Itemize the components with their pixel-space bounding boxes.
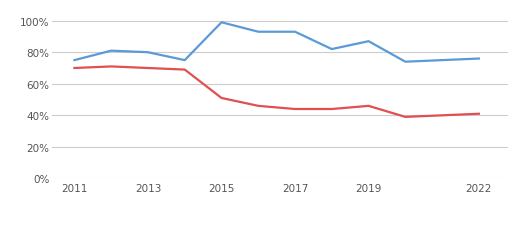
(SC) State Average — [71, 67, 78, 70]
Nation Ford High School — [108, 50, 114, 53]
(SC) State Average — [145, 67, 151, 70]
(SC) State Average — [182, 69, 188, 72]
Nation Ford High School — [145, 52, 151, 54]
Nation Ford High School — [71, 60, 78, 62]
Nation Ford High School — [182, 60, 188, 62]
Nation Ford High School — [476, 58, 482, 61]
(SC) State Average — [402, 116, 409, 119]
(SC) State Average — [255, 105, 261, 108]
Nation Ford High School — [402, 61, 409, 64]
(SC) State Average — [439, 114, 445, 117]
Nation Ford High School — [329, 49, 335, 51]
Nation Ford High School — [292, 31, 298, 34]
(SC) State Average — [365, 105, 372, 108]
(SC) State Average — [292, 108, 298, 111]
Nation Ford High School — [219, 22, 225, 25]
Nation Ford High School — [365, 41, 372, 43]
Nation Ford High School — [439, 60, 445, 62]
(SC) State Average — [329, 108, 335, 111]
Line: Nation Ford High School: Nation Ford High School — [74, 23, 479, 63]
Line: (SC) State Average: (SC) State Average — [74, 67, 479, 117]
Nation Ford High School — [255, 31, 261, 34]
(SC) State Average — [476, 113, 482, 116]
(SC) State Average — [219, 97, 225, 100]
(SC) State Average — [108, 66, 114, 68]
